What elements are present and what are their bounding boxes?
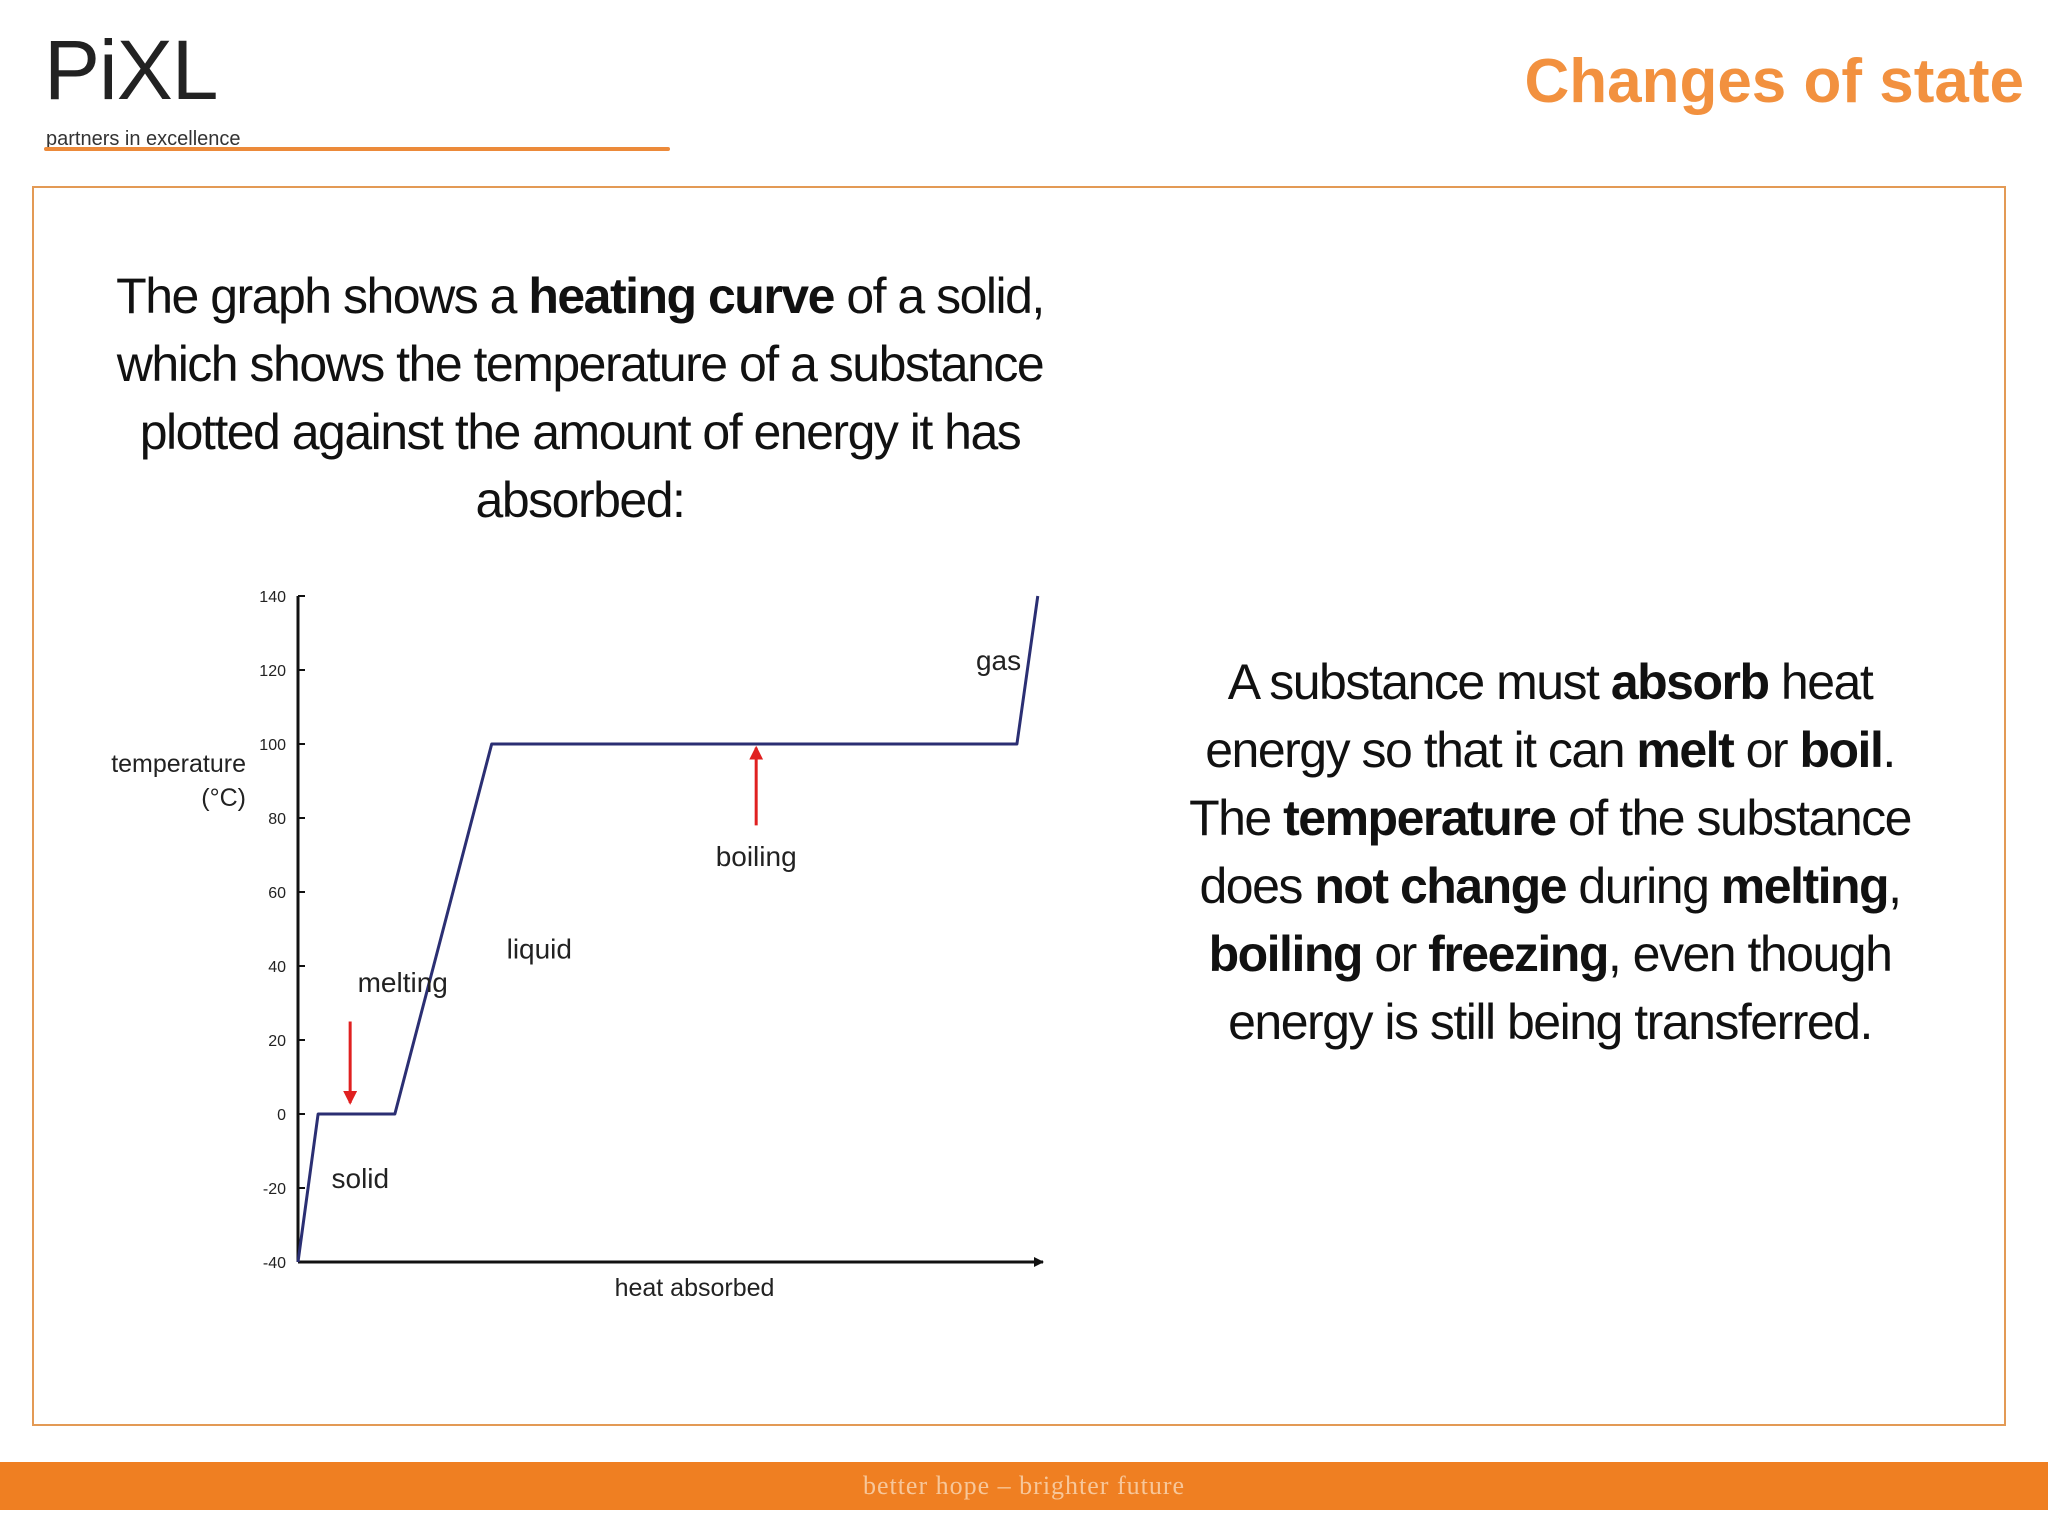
explain-text-1: A substance must — [1227, 654, 1611, 710]
explanation-text: A substance must absorb heat energy so t… — [1180, 648, 1920, 1056]
y-tick-label: 60 — [268, 885, 286, 902]
annotation-boiling: boiling — [716, 841, 797, 872]
explain-bold-melting: melting — [1720, 858, 1890, 914]
slide-title: Changes of state — [1524, 47, 2024, 116]
pixl-logo: PiXL partners in excellence — [44, 20, 284, 150]
y-tick-label: 80 — [268, 811, 286, 828]
logo-tagline: partners in excellence — [46, 128, 241, 150]
footer-slogan: better hope – brighter future — [862, 1471, 1186, 1500]
explain-text-4: . The — [1189, 722, 1896, 846]
intro-bold-heating-curve: heating curve — [528, 268, 835, 324]
explain-text-5: of the substance does — [1199, 790, 1913, 914]
y-axis-unit-label: (°C) — [201, 784, 246, 812]
explain-text-9: , even though energy is still being tran… — [1228, 926, 1893, 1050]
explain-text-7: , — [1888, 858, 1902, 914]
y-tick-label: 120 — [259, 663, 286, 680]
y-tick-label: -20 — [263, 1181, 286, 1198]
y-tick-label: 100 — [259, 737, 286, 754]
y-tick-label: 20 — [268, 1033, 286, 1050]
explain-bold-not-change: not change — [1314, 858, 1567, 914]
x-axis-label: heat absorbed — [615, 1274, 775, 1302]
explain-bold-boiling: boiling — [1208, 926, 1364, 982]
footer-bar — [0, 1462, 2048, 1510]
explain-bold-temperature: temperature — [1283, 790, 1557, 846]
y-tick-label: 0 — [277, 1107, 286, 1124]
intro-text: The graph shows a heating curve of a sol… — [100, 262, 1060, 534]
explain-bold-freezing: freezing — [1428, 926, 1609, 982]
y-tick-label: 40 — [268, 959, 286, 976]
annotation-liquid: liquid — [507, 934, 572, 965]
explain-bold-melt: melt — [1636, 722, 1734, 778]
header-divider — [44, 147, 670, 151]
y-tick-label: 140 — [259, 589, 286, 606]
explain-text-3: or — [1733, 722, 1800, 778]
explain-text-8: or — [1361, 926, 1429, 982]
y-axis-label: temperature — [111, 750, 246, 778]
logo-wordmark: PiXL — [44, 23, 218, 117]
explain-bold-absorb: absorb — [1610, 654, 1770, 710]
explain-text-2: heat energy so that it can — [1205, 654, 1874, 778]
content-frame — [32, 186, 2006, 1426]
heating-curve-line — [296, 595, 1040, 1263]
intro-part-2: of a solid, which shows the temperature … — [116, 268, 1046, 528]
intro-part-1: The graph shows a — [116, 268, 529, 324]
y-tick-label: -40 — [263, 1255, 286, 1272]
explain-bold-boil: boil — [1799, 722, 1883, 778]
annotation-solid: solid — [332, 1163, 390, 1194]
explain-text-6: during — [1566, 858, 1721, 914]
annotation-gas: gas — [976, 645, 1021, 676]
annotation-melting: melting — [358, 967, 448, 998]
